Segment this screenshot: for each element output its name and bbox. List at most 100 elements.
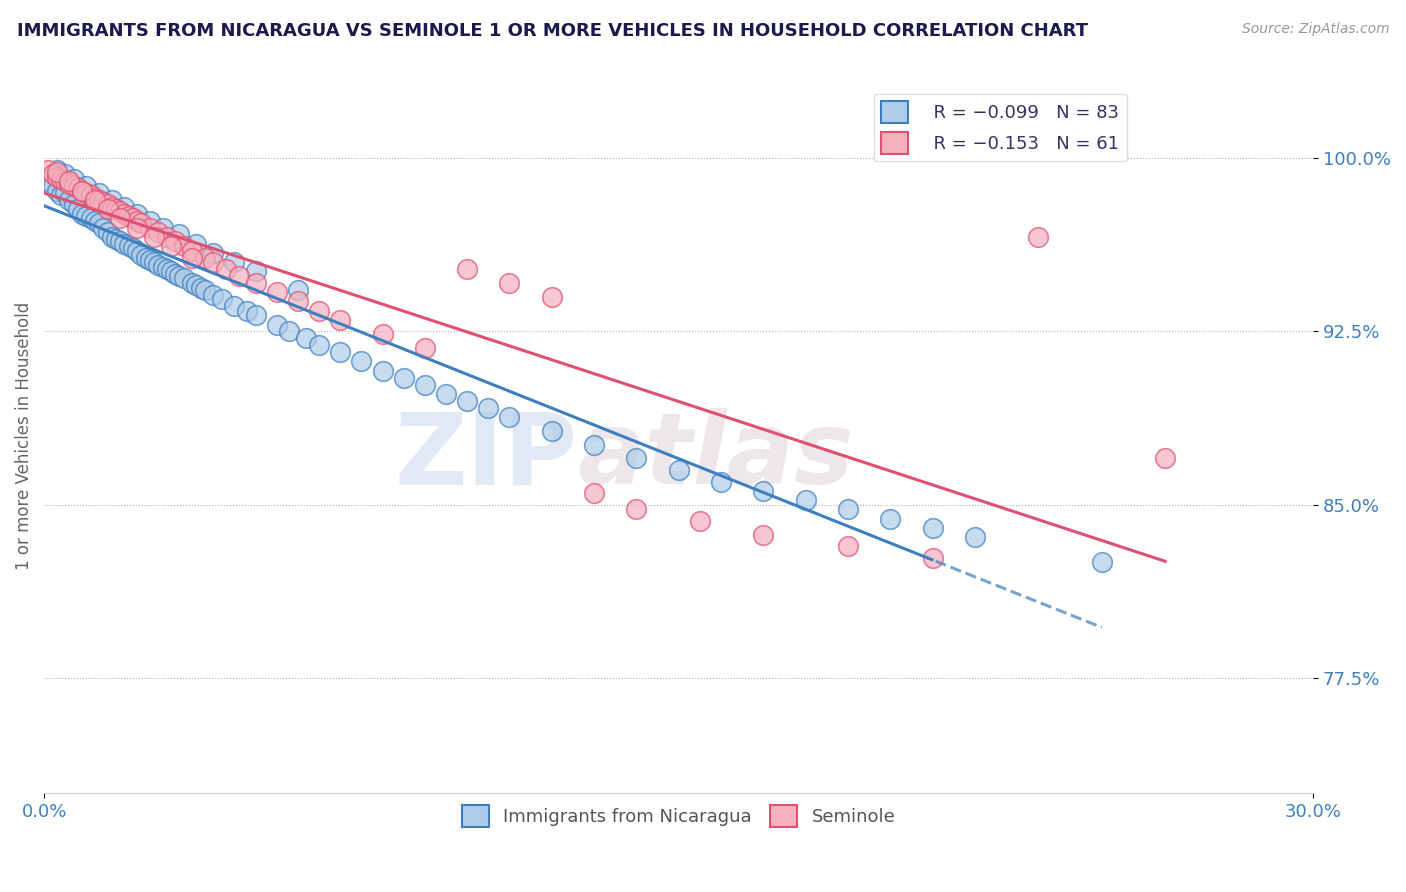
Point [413,341,436,355]
Point [165,235,187,249]
Point [181,276,204,290]
Point [87,193,110,207]
Point [143,229,166,244]
Point [160,239,183,253]
Point [287,283,309,297]
Point [266,318,288,332]
Point [97,197,120,211]
Point [70,207,93,221]
Point [66,202,89,216]
Point [70,184,93,198]
Point [165,267,187,281]
Point [752,527,775,541]
Point [87,216,110,230]
Point [127,213,149,227]
Point [143,255,166,269]
Point [626,502,648,516]
Point [169,268,191,283]
Point [266,285,288,300]
Point [879,511,901,525]
Point [41,178,63,193]
Point [131,248,153,262]
Point [794,493,817,508]
Point [186,236,208,251]
Point [91,220,114,235]
Point [413,377,436,392]
Point [371,364,394,378]
Point [668,463,690,477]
Point [37,162,59,177]
Point [83,213,105,227]
Point [131,216,153,230]
Text: Source: ZipAtlas.com: Source: ZipAtlas.com [1241,22,1389,37]
Point [837,502,859,516]
Point [190,280,212,294]
Point [173,271,195,285]
Point [540,290,562,304]
Point [41,168,63,182]
Point [456,262,478,277]
Point [278,325,301,339]
Point [434,387,457,401]
Point [114,236,136,251]
Point [97,202,120,216]
Point [245,276,267,290]
Point [83,193,105,207]
Point [228,268,250,283]
Point [79,188,101,202]
Point [105,232,128,246]
Point [49,172,72,186]
Point [752,483,775,498]
Point [91,195,114,210]
Text: ZIP: ZIP [394,409,576,506]
Text: IMMIGRANTS FROM NICARAGUA VS SEMINOLE 1 OR MORE VEHICLES IN HOUSEHOLD CORRELATIO: IMMIGRANTS FROM NICARAGUA VS SEMINOLE 1 … [17,22,1088,40]
Point [287,294,309,309]
Point [202,246,225,260]
Point [152,220,174,235]
Point [295,331,318,345]
Point [62,178,84,193]
Point [202,287,225,301]
Point [139,220,162,235]
Point [101,200,124,214]
Text: atlas: atlas [576,409,853,506]
Point [156,229,179,244]
Point [110,211,132,226]
Point [62,172,84,186]
Point [245,264,267,278]
Legend: Immigrants from Nicaragua, Seminole: Immigrants from Nicaragua, Seminole [454,798,903,834]
Point [236,303,259,318]
Point [194,283,217,297]
Point [498,409,520,424]
Point [45,165,67,179]
Point [308,303,330,318]
Point [181,244,204,258]
Point [122,211,145,226]
Point [194,251,217,265]
Point [245,308,267,322]
Point [75,178,97,193]
Point [329,313,352,327]
Point [181,251,204,265]
Point [53,186,76,200]
Point [224,299,246,313]
Point [127,207,149,221]
Point [83,190,105,204]
Point [160,264,183,278]
Point [689,514,711,528]
Point [114,200,136,214]
Point [53,174,76,188]
Point [127,244,149,258]
Point [118,209,141,223]
Point [139,213,162,227]
Point [45,184,67,198]
Point [583,486,606,500]
Point [1026,229,1049,244]
Point [105,202,128,216]
Point [114,207,136,221]
Point [62,197,84,211]
Point [202,255,225,269]
Point [49,188,72,202]
Point [169,227,191,242]
Point [498,276,520,290]
